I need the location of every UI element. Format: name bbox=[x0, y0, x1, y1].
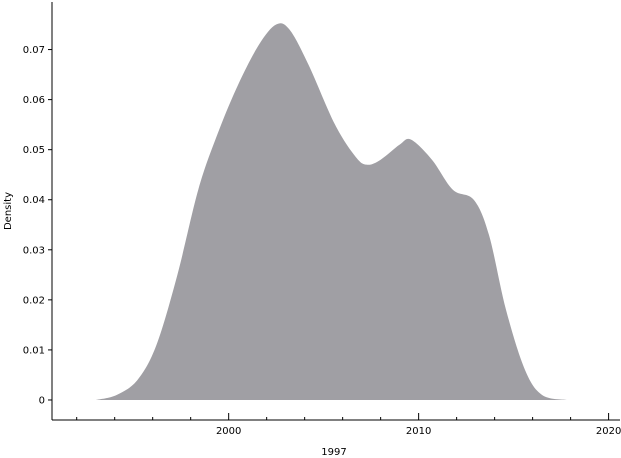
y-tick-label: 0.06 bbox=[23, 95, 45, 106]
y-tick-label: 0.04 bbox=[23, 195, 45, 206]
plot-area bbox=[95, 23, 567, 400]
x-tick-label: 2000 bbox=[216, 426, 241, 437]
x-axis-title: 1997 bbox=[321, 447, 346, 458]
y-tick-label: 0 bbox=[39, 395, 45, 406]
y-axis-title: Density bbox=[3, 192, 14, 230]
y-tick-label: 0.05 bbox=[23, 145, 45, 156]
y-tick-label: 0.01 bbox=[23, 345, 45, 356]
x-tick-label: 2010 bbox=[406, 426, 431, 437]
y-tick-label: 0.03 bbox=[23, 245, 45, 256]
density-area bbox=[95, 23, 567, 400]
y-tick-label: 0.07 bbox=[23, 45, 45, 56]
x-axis-ticks: 2000 2010 2020 bbox=[76, 413, 621, 437]
x-tick-label: 2020 bbox=[596, 426, 621, 437]
y-tick-label: 0.02 bbox=[23, 295, 45, 306]
y-axis-ticks: 0 0.01 0.02 0.03 0.04 0.05 0.06 0.07 bbox=[23, 45, 52, 406]
